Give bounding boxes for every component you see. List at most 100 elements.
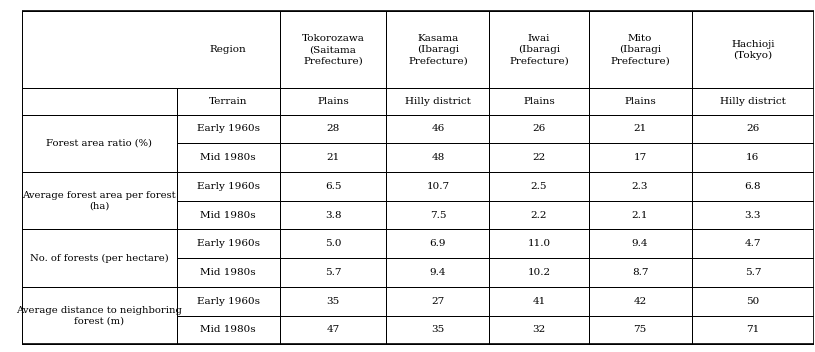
Bar	[22, 230, 177, 287]
Bar	[691, 287, 814, 316]
Text: 6.9: 6.9	[430, 239, 447, 248]
Bar	[386, 201, 490, 230]
Bar	[177, 88, 280, 115]
Bar	[177, 115, 280, 143]
Text: 50: 50	[747, 297, 760, 306]
Bar	[22, 172, 177, 230]
Text: Terrain: Terrain	[209, 97, 247, 106]
Text: 6.5: 6.5	[324, 182, 341, 191]
Bar	[386, 230, 490, 258]
Bar	[490, 11, 588, 88]
Bar	[280, 230, 386, 258]
Text: 2.2: 2.2	[531, 210, 547, 220]
Bar	[177, 201, 280, 230]
Bar	[691, 115, 814, 143]
Bar	[490, 115, 588, 143]
Text: Average distance to neighboring
forest (m): Average distance to neighboring forest (…	[16, 306, 183, 326]
Text: 10.7: 10.7	[426, 182, 450, 191]
Bar	[386, 316, 490, 344]
Text: 5.0: 5.0	[324, 239, 341, 248]
Text: Mid 1980s: Mid 1980s	[200, 326, 256, 334]
Bar	[177, 172, 280, 201]
Bar	[386, 258, 490, 287]
Text: Early 1960s: Early 1960s	[196, 239, 259, 248]
Text: Plains: Plains	[624, 97, 656, 106]
Text: Plains: Plains	[317, 97, 349, 106]
Bar	[22, 11, 280, 88]
Text: 21: 21	[633, 125, 646, 133]
Bar	[386, 143, 490, 172]
Text: 71: 71	[747, 326, 760, 334]
Bar	[280, 316, 386, 344]
Text: 32: 32	[532, 326, 545, 334]
Text: 2.5: 2.5	[531, 182, 547, 191]
Text: 41: 41	[532, 297, 545, 306]
Bar	[490, 172, 588, 201]
Text: 48: 48	[431, 153, 445, 162]
Text: Tokorozawa
(Saitama
Prefecture): Tokorozawa (Saitama Prefecture)	[302, 34, 364, 65]
Text: 17: 17	[633, 153, 646, 162]
Bar	[588, 172, 691, 201]
Bar	[588, 201, 691, 230]
Text: 5.7: 5.7	[324, 268, 341, 277]
Bar	[177, 316, 280, 344]
Bar	[280, 201, 386, 230]
Text: 26: 26	[532, 125, 545, 133]
Text: 11.0: 11.0	[527, 239, 551, 248]
Text: Mid 1980s: Mid 1980s	[200, 153, 256, 162]
Text: 35: 35	[326, 297, 340, 306]
Text: Kasama
(Ibaragi
Prefecture): Kasama (Ibaragi Prefecture)	[408, 34, 468, 65]
Bar	[177, 230, 280, 258]
Bar	[490, 316, 588, 344]
Bar	[588, 316, 691, 344]
Text: 9.4: 9.4	[430, 268, 447, 277]
Bar	[280, 287, 386, 316]
Bar	[177, 143, 280, 172]
Text: 21: 21	[326, 153, 340, 162]
Bar	[22, 88, 177, 115]
Text: 3.3: 3.3	[745, 210, 761, 220]
Text: 26: 26	[747, 125, 760, 133]
Text: Plains: Plains	[523, 97, 555, 106]
Text: Hilly district: Hilly district	[720, 97, 786, 106]
Text: 7.5: 7.5	[430, 210, 447, 220]
Text: Early 1960s: Early 1960s	[196, 125, 259, 133]
Bar	[490, 287, 588, 316]
Text: 2.3: 2.3	[632, 182, 648, 191]
Bar	[691, 201, 814, 230]
Text: 10.2: 10.2	[527, 268, 551, 277]
Bar	[691, 230, 814, 258]
Bar	[386, 172, 490, 201]
Bar	[386, 88, 490, 115]
Text: 46: 46	[431, 125, 445, 133]
Text: Average forest area per forest
(ha): Average forest area per forest (ha)	[23, 191, 176, 211]
Bar	[280, 172, 386, 201]
Bar	[691, 88, 814, 115]
Bar	[691, 258, 814, 287]
Text: 35: 35	[431, 326, 445, 334]
Text: 5.7: 5.7	[745, 268, 761, 277]
Bar	[588, 88, 691, 115]
Text: 6.8: 6.8	[745, 182, 761, 191]
Bar	[177, 287, 280, 316]
Bar	[280, 88, 386, 115]
Bar	[588, 143, 691, 172]
Text: 3.8: 3.8	[324, 210, 341, 220]
Bar	[177, 258, 280, 287]
Text: 28: 28	[326, 125, 340, 133]
Bar	[490, 143, 588, 172]
Text: Hilly district: Hilly district	[405, 97, 471, 106]
Text: 47: 47	[326, 326, 340, 334]
Bar	[280, 11, 386, 88]
Bar	[691, 172, 814, 201]
Bar	[588, 115, 691, 143]
Text: Mid 1980s: Mid 1980s	[200, 268, 256, 277]
Text: 9.4: 9.4	[632, 239, 648, 248]
Text: Iwai
(Ibaragi
Prefecture): Iwai (Ibaragi Prefecture)	[509, 34, 569, 65]
Text: Mito
(Ibaragi
Prefecture): Mito (Ibaragi Prefecture)	[610, 34, 670, 65]
Bar	[280, 258, 386, 287]
Text: 42: 42	[633, 297, 646, 306]
Bar	[490, 201, 588, 230]
Bar	[588, 258, 691, 287]
Bar	[22, 115, 177, 172]
